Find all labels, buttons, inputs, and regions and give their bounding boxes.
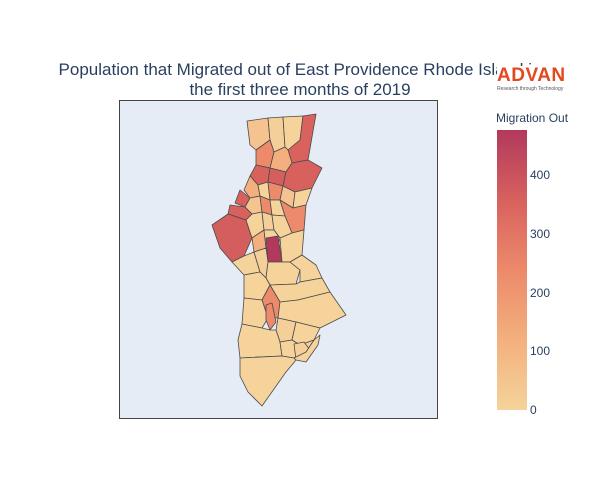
colorbar-tick: 300 <box>530 227 551 241</box>
colorbar-tick: 100 <box>530 344 551 358</box>
census-region[interactable] <box>293 334 321 363</box>
chart-title-line-2: the first three months of 2019 <box>189 80 411 99</box>
logo-wordmark: ADVAN <box>497 65 566 86</box>
choropleth-map[interactable] <box>120 101 437 418</box>
census-region[interactable] <box>237 323 283 359</box>
advan-logo: ADVAN Research through Technology <box>497 66 597 92</box>
chart-title: Population that Migrated out of East Pro… <box>0 60 600 100</box>
colorbar-tick: 0 <box>530 403 537 417</box>
census-region[interactable] <box>239 355 297 407</box>
census-region[interactable] <box>265 302 277 331</box>
colorbar <box>497 130 527 410</box>
colorbar-tick: 400 <box>530 168 551 182</box>
chart-title-line-1: Population that Migrated out of East Pro… <box>58 60 542 79</box>
map-frame[interactable] <box>119 100 438 419</box>
logo-tagline: Research through Technology <box>497 86 564 92</box>
census-region[interactable] <box>241 297 269 329</box>
census-region[interactable] <box>211 213 253 263</box>
colorbar-title: Migration Out <box>496 111 569 125</box>
colorbar-tick: 200 <box>530 286 551 300</box>
